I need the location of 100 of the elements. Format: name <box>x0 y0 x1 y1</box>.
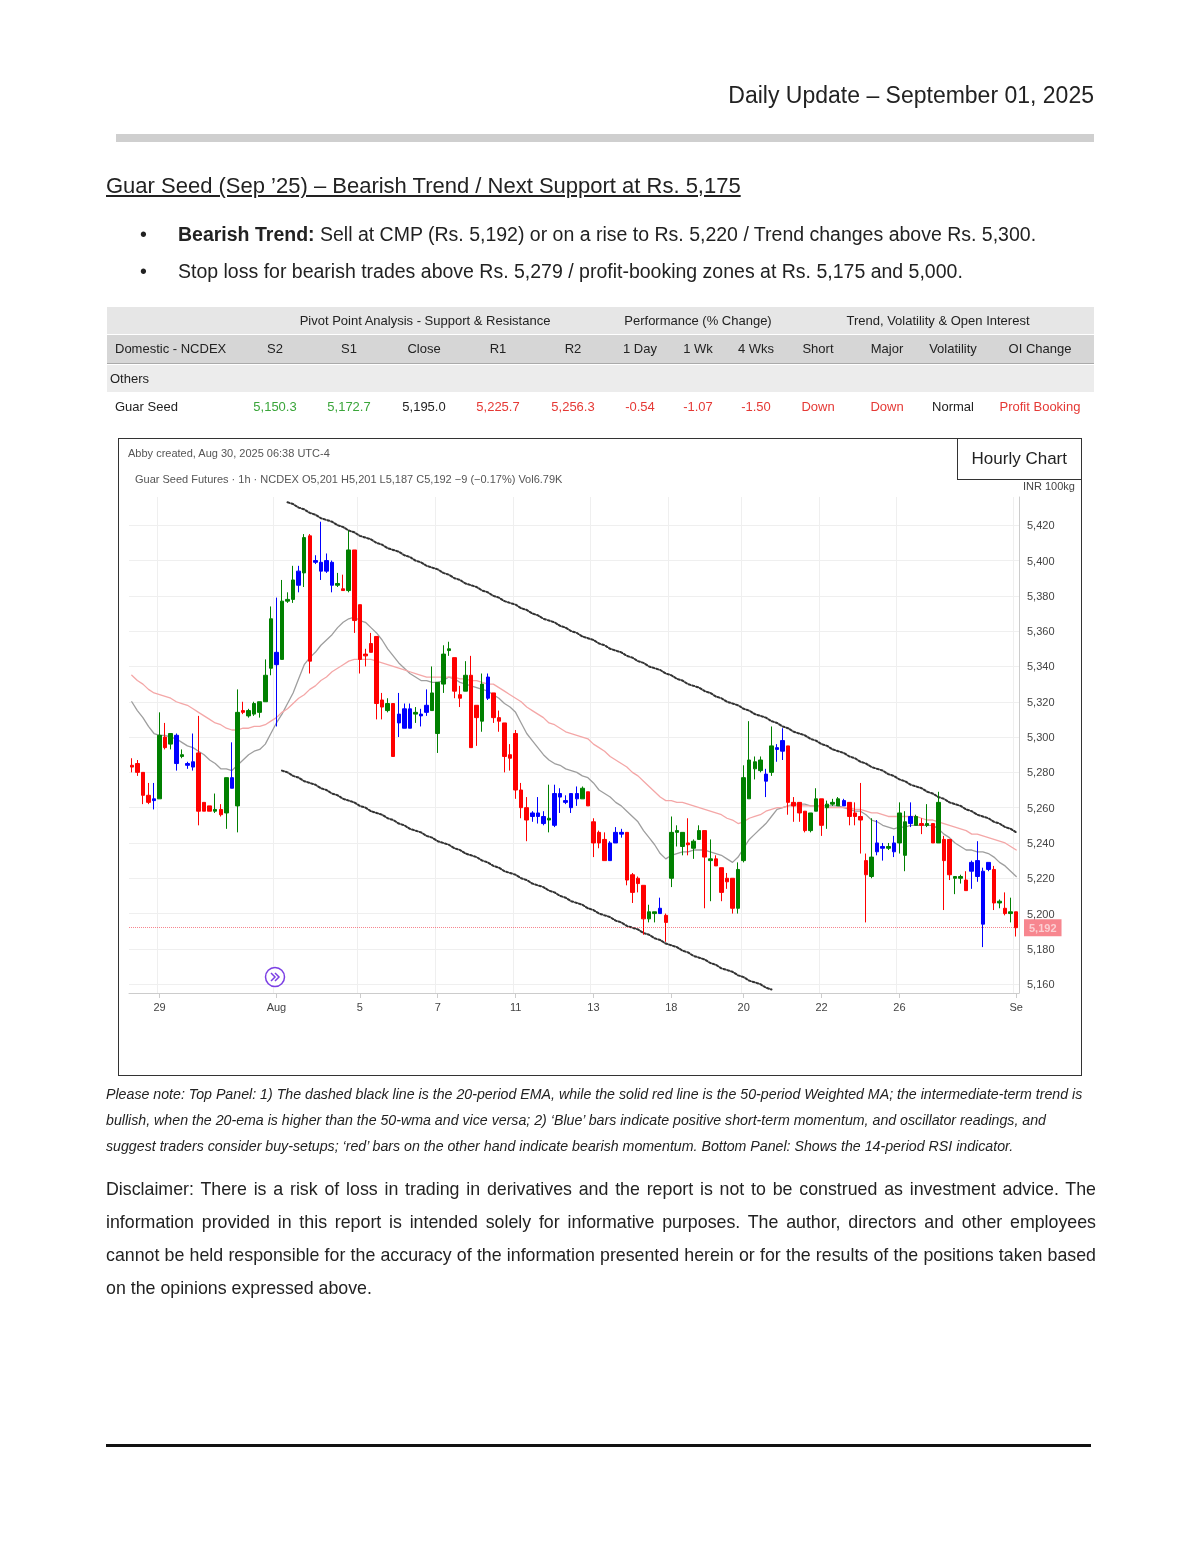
candlestick <box>219 803 223 817</box>
candlestick <box>992 865 996 911</box>
line-series <box>286 501 1018 834</box>
candlestick <box>157 711 162 800</box>
text: -1.50 <box>741 399 771 414</box>
line-series <box>280 769 773 991</box>
x-tick-label: 20 <box>737 1000 750 1013</box>
candlestick <box>308 533 312 675</box>
candlestick <box>463 660 468 692</box>
candlestick <box>235 688 240 833</box>
text: Please note: Top Panel: 1) The dashed black line is the 20-period EMA, while the solid red line is the 50-period Weighted MA; the intermediate-term trend is bullish, when the 20-ema is higher than the 50-wma and vice versa; 2) ‘Blue’ bars indicate positive short-term momentum, and oscillator readings, and suggest traders consider buy-setups; ‘red’ bars on the other hand indicate bearish momentum. Bottom Panel: Shows the 14-period RSI indicator. <box>106 1085 1084 1156</box>
text: Pivot Point Analysis - Support & Resistance <box>298 313 552 328</box>
y-tick-label: 5,380 <box>1027 589 1055 602</box>
category-label: Close <box>406 341 442 356</box>
text: Performance (% Change) <box>623 313 773 328</box>
candlestick <box>296 565 301 593</box>
x-tick-label: 13 <box>587 1000 600 1013</box>
category-label: S2 <box>266 341 284 356</box>
candlestick <box>641 884 646 936</box>
x-tick-label: 29 <box>153 1000 166 1013</box>
candlestick <box>736 861 740 915</box>
y-tick-label: 5,240 <box>1027 836 1055 849</box>
category-label: R2 <box>563 341 583 356</box>
category-label: S1 <box>340 341 358 356</box>
y-tick-label: 5,320 <box>1027 695 1055 708</box>
line-series <box>131 616 1017 878</box>
category-label: 1 Wk <box>682 341 714 356</box>
candlestick <box>486 673 490 701</box>
y-tick-label: 5,340 <box>1027 660 1055 673</box>
y-tick-label: 5,280 <box>1027 766 1055 779</box>
text: Daily Update – September 01, 2025 <box>728 82 1094 109</box>
candlestick <box>452 657 457 699</box>
chart-title: Hourly Chart <box>956 439 1081 480</box>
candlestick <box>224 777 229 830</box>
category-label: R1 <box>488 341 508 356</box>
text: Guar Seed <box>115 399 178 414</box>
y-tick-label: 5,200 <box>1027 907 1055 920</box>
category-label: Major <box>869 341 905 356</box>
text: Down <box>801 399 835 414</box>
text: Down <box>870 399 904 414</box>
candlestick <box>180 748 184 759</box>
candlestick <box>864 853 868 923</box>
candlestick <box>346 530 351 593</box>
candlestick <box>914 814 918 826</box>
text: • Bearish Trend: Sell at CMP (Rs. 5,192) or on a rise to Rs. 5,220 / Trend changes above Rs. 5,300. <box>140 223 1037 245</box>
text: 5,172.7 <box>327 399 371 414</box>
candlestick <box>814 787 818 812</box>
y-tick-label: 5,260 <box>1027 801 1055 814</box>
category-label: Short <box>801 341 835 356</box>
candlestick <box>424 688 429 717</box>
x-tick-label: 18 <box>665 1000 678 1013</box>
line-series <box>131 658 1017 851</box>
candlestick <box>931 823 935 844</box>
y-tick-label: 5,180 <box>1027 942 1055 955</box>
candlestick <box>697 824 701 840</box>
candlestick <box>385 697 390 713</box>
x-tick-label: 5 <box>356 1000 363 1013</box>
candlestick <box>269 605 273 676</box>
candlestick <box>886 842 891 851</box>
text: • Stop loss for bearish trades above Rs. 5,279 / profit-booking zones at Rs. 5,175 and 5,000. <box>140 260 963 282</box>
text: Others <box>110 371 150 386</box>
text: -0.54 <box>625 399 655 414</box>
text: 5,256.3 <box>551 399 595 414</box>
candlestick <box>936 791 941 844</box>
candlestick <box>213 793 217 814</box>
category-label: Volatility <box>928 341 978 356</box>
candlestick <box>163 722 167 750</box>
candlestick <box>819 798 824 837</box>
text: Guar Seed Futures · 1h · NCDEX O5,201 H5,201 L5,187 C5,192 −9 (−0.17%) Vol6.79K <box>135 473 563 485</box>
candlestick <box>708 838 713 902</box>
text: Disclaimer: There is a risk of loss in trading in derivatives and the report is not to be construed as investment advice. The information provided in this report is intended solely for informative purposes. The author, directors and other employees cannot be held responsible for the accuracy of the information presented herein or for the results of the positions taken based on the opinions expressed above. <box>106 1178 1096 1300</box>
text: Abby created, Aug 30, 2025 06:38 UTC-4 <box>128 447 330 459</box>
text: Trend, Volatility & Open Interest <box>845 313 1031 328</box>
x-tick-label: Se <box>1009 1000 1023 1013</box>
candlestick <box>152 782 156 810</box>
candlestick <box>702 830 707 909</box>
candlestick <box>1008 897 1013 923</box>
candlestick <box>714 854 718 867</box>
candlestick <box>241 701 245 715</box>
candlestick <box>908 801 913 828</box>
candlestick <box>869 817 874 879</box>
y-tick-label: 5,360 <box>1027 625 1055 638</box>
candlestick <box>997 898 1002 909</box>
candlestick <box>842 798 846 807</box>
candlestick <box>764 768 768 798</box>
candlestick <box>230 741 234 789</box>
y-tick-label: 5,420 <box>1027 519 1055 532</box>
candlestick <box>1003 891 1007 916</box>
candlestick <box>580 785 585 800</box>
candlestick <box>925 803 929 828</box>
candlestick <box>691 838 696 860</box>
candlestick <box>919 817 924 835</box>
candlestick <box>964 870 968 892</box>
y-axis-title: INR 100kg <box>1023 479 1075 492</box>
y-tick-label: 5,160 <box>1027 978 1055 991</box>
candlestick <box>769 725 774 777</box>
candlestick <box>168 733 173 750</box>
candlestick <box>302 533 306 588</box>
candlestick <box>808 812 813 833</box>
candlestick <box>986 861 991 872</box>
